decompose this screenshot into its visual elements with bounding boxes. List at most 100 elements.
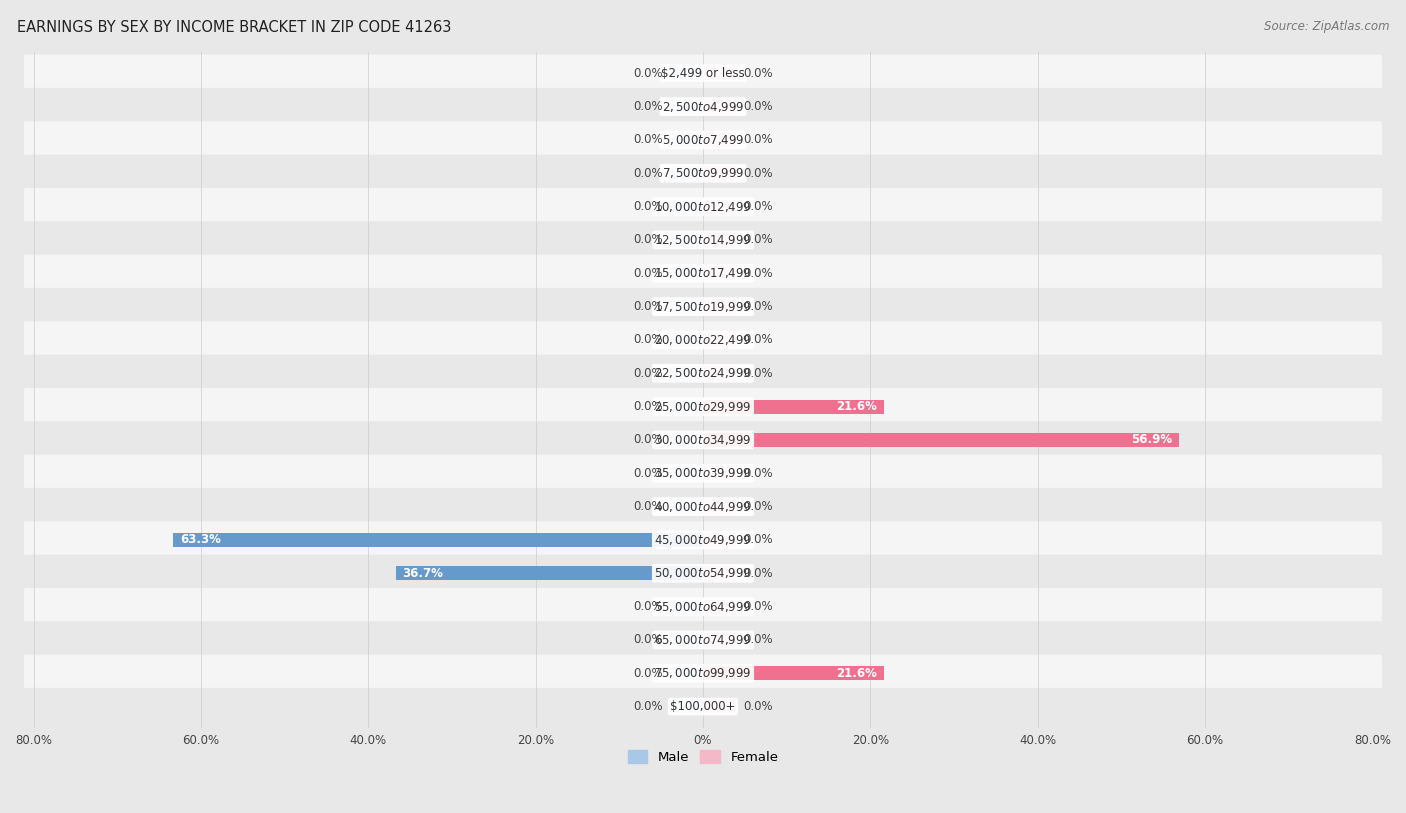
Text: 0.0%: 0.0%	[744, 267, 773, 280]
Text: 21.6%: 21.6%	[837, 667, 877, 680]
FancyBboxPatch shape	[24, 54, 1382, 92]
Text: 0.0%: 0.0%	[744, 200, 773, 213]
Text: 0.0%: 0.0%	[633, 700, 662, 713]
Text: 0.0%: 0.0%	[744, 333, 773, 346]
Text: 0.0%: 0.0%	[744, 567, 773, 580]
Bar	[669, 499, 703, 514]
Text: 0.0%: 0.0%	[633, 500, 662, 513]
Bar	[669, 700, 703, 714]
Text: $45,000 to $49,999: $45,000 to $49,999	[654, 533, 752, 547]
FancyBboxPatch shape	[24, 288, 1382, 325]
Text: $50,000 to $54,999: $50,000 to $54,999	[654, 567, 752, 580]
Text: $30,000 to $34,999: $30,000 to $34,999	[654, 433, 752, 447]
Bar	[669, 633, 703, 647]
Text: 0.0%: 0.0%	[744, 233, 773, 246]
Text: 0.0%: 0.0%	[744, 133, 773, 146]
Text: $17,500 to $19,999: $17,500 to $19,999	[654, 299, 752, 314]
Text: 0.0%: 0.0%	[744, 633, 773, 646]
Text: $7,500 to $9,999: $7,500 to $9,999	[662, 166, 744, 180]
Bar	[669, 199, 703, 214]
Text: 0.0%: 0.0%	[633, 467, 662, 480]
Text: 0.0%: 0.0%	[744, 367, 773, 380]
Bar	[703, 166, 737, 180]
Bar	[669, 399, 703, 414]
Text: 0.0%: 0.0%	[744, 600, 773, 613]
Bar	[703, 399, 884, 414]
FancyBboxPatch shape	[24, 188, 1382, 225]
Text: 0.0%: 0.0%	[744, 500, 773, 513]
FancyBboxPatch shape	[24, 221, 1382, 259]
Text: 0.0%: 0.0%	[633, 367, 662, 380]
FancyBboxPatch shape	[24, 388, 1382, 425]
Bar	[703, 133, 737, 147]
Text: 0.0%: 0.0%	[633, 633, 662, 646]
Text: $22,500 to $24,999: $22,500 to $24,999	[654, 366, 752, 380]
Bar	[703, 567, 737, 580]
Text: 0.0%: 0.0%	[633, 133, 662, 146]
Text: $2,499 or less: $2,499 or less	[661, 67, 745, 80]
FancyBboxPatch shape	[24, 688, 1382, 725]
FancyBboxPatch shape	[24, 454, 1382, 492]
Text: 56.9%: 56.9%	[1132, 433, 1173, 446]
FancyBboxPatch shape	[24, 588, 1382, 625]
Bar	[703, 533, 737, 547]
Text: $55,000 to $64,999: $55,000 to $64,999	[654, 600, 752, 614]
Text: 0.0%: 0.0%	[633, 267, 662, 280]
Bar	[703, 199, 737, 214]
Bar	[669, 333, 703, 347]
Bar	[669, 266, 703, 280]
Text: EARNINGS BY SEX BY INCOME BRACKET IN ZIP CODE 41263: EARNINGS BY SEX BY INCOME BRACKET IN ZIP…	[17, 20, 451, 35]
Text: $5,000 to $7,499: $5,000 to $7,499	[662, 133, 744, 147]
Text: 0.0%: 0.0%	[744, 533, 773, 546]
Bar	[703, 466, 737, 480]
Text: 0.0%: 0.0%	[633, 433, 662, 446]
Bar	[173, 533, 703, 547]
Text: $65,000 to $74,999: $65,000 to $74,999	[654, 633, 752, 647]
Text: $2,500 to $4,999: $2,500 to $4,999	[662, 99, 744, 114]
FancyBboxPatch shape	[24, 421, 1382, 459]
Bar	[703, 667, 884, 680]
Legend: Male, Female: Male, Female	[623, 744, 783, 769]
FancyBboxPatch shape	[24, 254, 1382, 292]
Bar	[396, 567, 703, 580]
Text: $20,000 to $22,499: $20,000 to $22,499	[654, 333, 752, 347]
FancyBboxPatch shape	[24, 654, 1382, 692]
Bar	[669, 233, 703, 247]
FancyBboxPatch shape	[24, 354, 1382, 392]
FancyBboxPatch shape	[24, 88, 1382, 125]
Text: 0.0%: 0.0%	[633, 600, 662, 613]
Bar	[703, 266, 737, 280]
Text: 0.0%: 0.0%	[633, 167, 662, 180]
Bar	[703, 233, 737, 247]
Text: 0.0%: 0.0%	[744, 167, 773, 180]
Text: $12,500 to $14,999: $12,500 to $14,999	[654, 233, 752, 247]
Bar	[703, 333, 737, 347]
Bar	[669, 600, 703, 614]
FancyBboxPatch shape	[24, 321, 1382, 359]
FancyBboxPatch shape	[24, 154, 1382, 192]
Text: 0.0%: 0.0%	[633, 667, 662, 680]
FancyBboxPatch shape	[24, 621, 1382, 659]
Bar	[669, 66, 703, 80]
Bar	[669, 299, 703, 314]
Text: 63.3%: 63.3%	[180, 533, 221, 546]
Bar	[669, 99, 703, 114]
Text: 0.0%: 0.0%	[744, 100, 773, 113]
Text: 0.0%: 0.0%	[633, 333, 662, 346]
Text: 21.6%: 21.6%	[837, 400, 877, 413]
Bar	[703, 299, 737, 314]
Bar	[703, 433, 1180, 447]
Text: $10,000 to $12,499: $10,000 to $12,499	[654, 199, 752, 214]
FancyBboxPatch shape	[24, 521, 1382, 559]
Text: 0.0%: 0.0%	[744, 67, 773, 80]
Bar	[669, 667, 703, 680]
Text: Source: ZipAtlas.com: Source: ZipAtlas.com	[1264, 20, 1389, 33]
Text: $35,000 to $39,999: $35,000 to $39,999	[654, 466, 752, 480]
Bar	[703, 633, 737, 647]
Bar	[703, 66, 737, 80]
Text: 0.0%: 0.0%	[633, 200, 662, 213]
Bar	[703, 499, 737, 514]
Text: 0.0%: 0.0%	[633, 400, 662, 413]
Text: $100,000+: $100,000+	[671, 700, 735, 713]
Text: $25,000 to $29,999: $25,000 to $29,999	[654, 399, 752, 414]
